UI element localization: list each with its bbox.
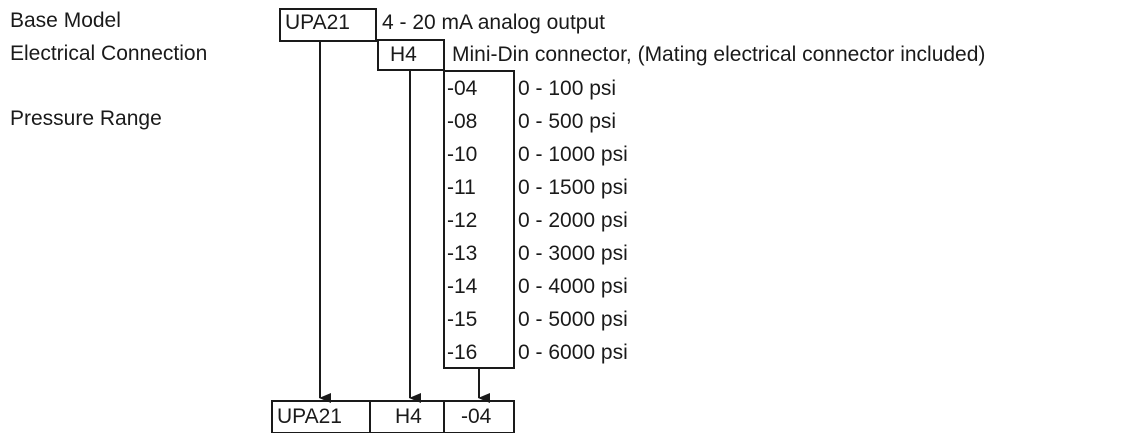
pressure-code: -11 — [447, 176, 476, 199]
pressure-range-value: 0 - 6000 psi — [518, 341, 628, 364]
pressure-range-value: 0 - 2000 psi — [518, 209, 628, 232]
base-model-label: Base Model — [10, 9, 121, 32]
electrical-connection-code: H4 — [390, 43, 417, 66]
pressure-code: -10 — [447, 143, 478, 166]
pressure-code: -04 — [447, 77, 478, 100]
pressure-range-label: Pressure Range — [10, 107, 162, 130]
pressure-range-value: 0 - 4000 psi — [518, 275, 628, 298]
electrical-connection-description: Mini-Din connector, (Mating electrical c… — [452, 43, 986, 66]
pressure-code: -16 — [447, 341, 478, 364]
example-part-pressure: -04 — [461, 405, 492, 428]
base-model-description: 4 - 20 mA analog output — [382, 11, 605, 34]
electrical-connection-label: Electrical Connection — [10, 42, 208, 65]
pressure-range-value: 0 - 1000 psi — [518, 143, 628, 166]
example-part-connection: H4 — [395, 405, 422, 428]
pressure-range-value: 0 - 1500 psi — [518, 176, 628, 199]
pressure-code: -13 — [447, 242, 478, 265]
pressure-code: -08 — [447, 110, 478, 133]
pressure-code: -14 — [447, 275, 478, 298]
pressure-code: -15 — [447, 308, 478, 331]
pressure-code: -12 — [447, 209, 478, 232]
pressure-range-value: 0 - 5000 psi — [518, 308, 628, 331]
pressure-range-value: 0 - 500 psi — [518, 110, 617, 133]
pressure-range-value: 0 - 100 psi — [518, 77, 617, 100]
example-part-base-model: UPA21 — [277, 405, 342, 428]
base-model-code-box — [279, 8, 377, 42]
base-model-code: UPA21 — [285, 11, 350, 34]
pressure-range-value: 0 - 3000 psi — [518, 242, 628, 265]
